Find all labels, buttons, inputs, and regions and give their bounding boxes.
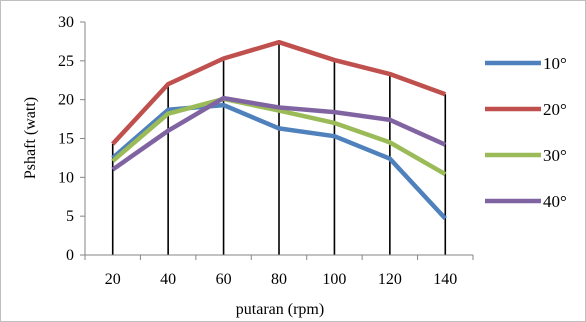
legend-label-1: 10°	[543, 54, 567, 73]
series-line-3	[111, 96, 447, 177]
series-line-4	[111, 95, 447, 172]
y-tick-label: 30	[58, 14, 74, 31]
x-tick-label: 60	[216, 271, 232, 288]
x-tick-label: 40	[160, 271, 176, 288]
x-tick-label: 120	[378, 271, 402, 288]
x-tick-label: 100	[322, 271, 346, 288]
plot-area	[111, 39, 447, 255]
y-axis-title: Pshaft (watt)	[22, 97, 39, 179]
legend: 10° 20° 30° 40°	[485, 54, 567, 211]
series-line-1	[111, 102, 447, 221]
y-tick-label: 25	[58, 53, 74, 70]
x-tick-label: 140	[433, 271, 457, 288]
series-line-2	[111, 39, 447, 146]
x-axis-title: putaran (rpm)	[236, 301, 324, 318]
y-tick-label: 15	[58, 131, 74, 148]
legend-label-4: 40°	[543, 192, 567, 211]
y-tick-label: 0	[66, 247, 74, 264]
y-tick-label: 10	[58, 169, 74, 186]
x-tick-label: 80	[271, 271, 287, 288]
axes: 0 5 10 15 20 25 30 20 40 60 80 100 120 140	[58, 14, 474, 288]
y-tick-label: 20	[58, 92, 74, 109]
legend-label-2: 20°	[543, 100, 567, 119]
legend-label-3: 30°	[543, 146, 567, 165]
y-tick-label: 5	[66, 208, 74, 225]
x-tick-label: 20	[105, 271, 121, 288]
